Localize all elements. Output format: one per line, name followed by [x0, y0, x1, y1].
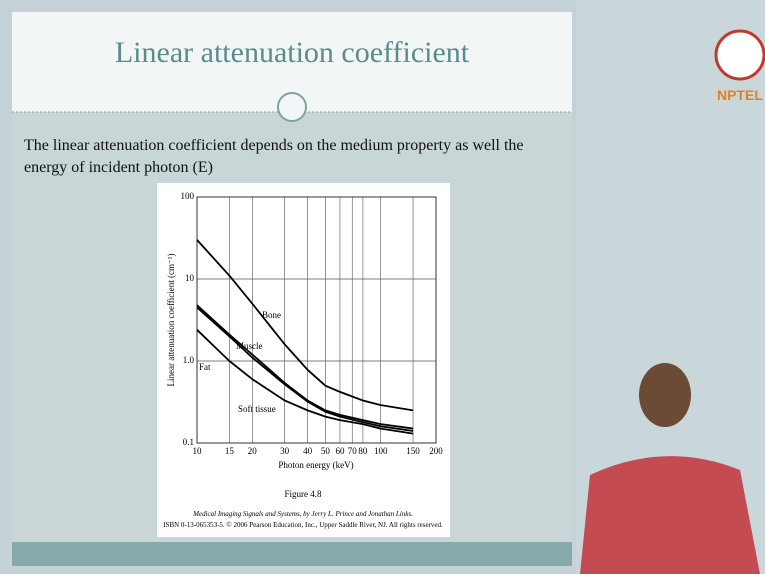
slide-title: Linear attenuation coefficient [115, 36, 470, 69]
divider-ornament [278, 93, 306, 121]
presenter-head [639, 363, 691, 427]
x-tick-label: 50 [321, 446, 331, 456]
body-text: The linear attenuation coefficient depen… [24, 137, 524, 154]
y-tick-label: 0.1 [183, 437, 194, 447]
x-tick-label: 80 [358, 446, 368, 456]
body-text: energy of incident photon (E) [24, 159, 213, 176]
figure-caption: Figure 4.8 [285, 489, 322, 499]
x-tick-label: 30 [280, 446, 290, 456]
x-tick-label: 10 [193, 446, 203, 456]
series-label: Fat [199, 362, 211, 372]
x-tick-label: 20 [248, 446, 258, 456]
x-tick-label: 15 [225, 446, 235, 456]
slide-footer [12, 542, 572, 566]
x-tick-label: 40 [303, 446, 313, 456]
x-tick-label: 60 [335, 446, 345, 456]
x-tick-label: 200 [429, 446, 443, 456]
logo-mark [716, 31, 764, 79]
series-label: Bone [262, 310, 281, 320]
y-tick-label: 10 [185, 273, 195, 283]
screen: NPTEL Linear attenuation coefficient The… [0, 0, 765, 574]
presenter-body [580, 456, 760, 574]
x-axis-label: Photon energy (keV) [278, 460, 353, 470]
series-label: Soft tissue [238, 404, 276, 414]
citation: Medical Imaging Signals and Systems, by … [192, 510, 413, 518]
page: NPTEL Linear attenuation coefficient The… [0, 0, 765, 574]
logo-text: NPTEL [717, 87, 763, 103]
x-tick-label: 100 [374, 446, 388, 456]
y-axis-label: Linear attenuation coefficient (cm⁻¹) [166, 254, 176, 387]
y-tick-label: 1.0 [183, 355, 195, 365]
figure-box [157, 183, 450, 537]
x-tick-label: 150 [406, 446, 420, 456]
citation: ISBN 0-13-065353-5. © 2006 Pearson Educa… [163, 521, 443, 529]
x-tick-label: 70 [348, 446, 358, 456]
y-tick-label: 100 [181, 191, 195, 201]
